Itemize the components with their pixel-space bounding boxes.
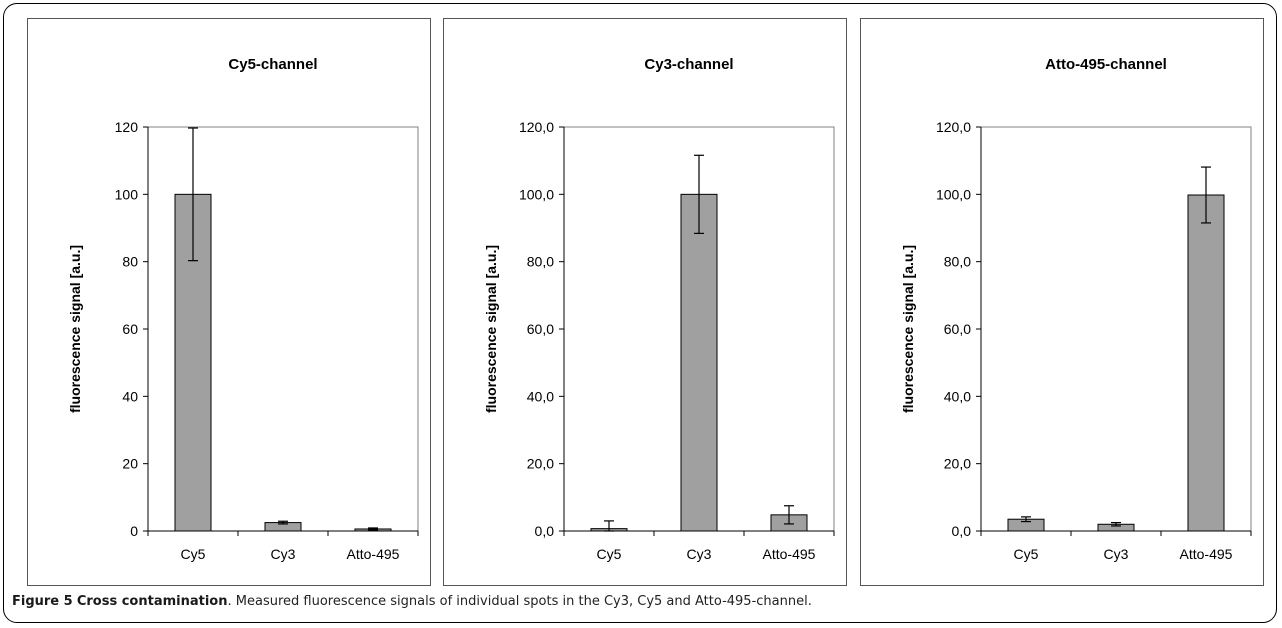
x-tick-label-cy3: Cy3 bbox=[687, 546, 712, 562]
chart-title-cy5: Cy5-channel bbox=[228, 56, 317, 73]
bar-cy3-2 bbox=[680, 193, 718, 532]
y-tick-label-atto495: 20,0 bbox=[944, 456, 971, 472]
y-axis-label-cy5: fluorescence signal [a.u.] bbox=[67, 245, 83, 413]
y-tick-label-cy3: 120,0 bbox=[519, 119, 554, 135]
chart-panel-atto495: Atto-495-channel fluorescence signal [a.u… bbox=[860, 18, 1264, 586]
chart-svg-cy5: Cy5-channel fluorescence signal [a.u.] 0 20… bbox=[67, 56, 419, 562]
y-tick-label-atto495: 80,0 bbox=[944, 254, 971, 270]
y-tick-label-cy5: 40 bbox=[122, 388, 138, 404]
chart-title-atto495: Atto-495-channel bbox=[1045, 56, 1167, 73]
y-tick-label-cy5: 100 bbox=[115, 186, 139, 202]
y-tick-label-cy5: 80 bbox=[122, 254, 138, 270]
y-tick-label-atto495: 100,0 bbox=[936, 186, 971, 202]
chart-panel-cy5: Cy5-channel fluorescence signal [a.u.] 0 20… bbox=[27, 18, 431, 586]
y-tick-label-cy3: 80,0 bbox=[527, 254, 554, 270]
x-tick-label-cy5: Cy3 bbox=[271, 546, 296, 562]
x-tick-label-cy3: Cy5 bbox=[597, 546, 622, 562]
y-tick-label-atto495: 60,0 bbox=[944, 321, 971, 337]
x-tick-label-atto495: Cy3 bbox=[1104, 546, 1129, 562]
x-tick-label-cy3: Atto-495 bbox=[763, 546, 816, 562]
x-tick-label-cy5: Atto-495 bbox=[347, 546, 400, 562]
y-tick-label-cy5: 120 bbox=[115, 119, 139, 135]
y-tick-label-atto495: 120,0 bbox=[936, 119, 971, 135]
chart-panel-cy3: Cy3-channel fluorescence signal [a.u.] 0,0… bbox=[443, 18, 847, 586]
figure-caption: Figure 5 Cross contamination. Measured f… bbox=[12, 594, 1262, 609]
x-tick-label-cy5: Cy5 bbox=[181, 546, 206, 562]
y-tick-label-cy3: 60,0 bbox=[527, 321, 554, 337]
y-tick-label-cy5: 0 bbox=[130, 523, 138, 539]
figure-caption-text: . Measured fluorescence signals of indiv… bbox=[227, 594, 812, 609]
x-tick-label-atto495: Atto-495 bbox=[1180, 546, 1233, 562]
y-axis-label-atto495: fluorescence signal [a.u.] bbox=[900, 245, 916, 413]
x-tick-label-atto495: Cy5 bbox=[1014, 546, 1039, 562]
y-tick-label-cy3: 0,0 bbox=[535, 523, 555, 539]
y-tick-label-cy5: 60 bbox=[122, 321, 138, 337]
y-tick-label-atto495: 0,0 bbox=[952, 523, 972, 539]
bar-atto495-3 bbox=[1187, 194, 1225, 532]
y-tick-label-cy3: 20,0 bbox=[527, 456, 554, 472]
y-tick-label-atto495: 40,0 bbox=[944, 388, 971, 404]
figure-frame: Cy5-channel fluorescence signal [a.u.] 0 20… bbox=[3, 3, 1277, 623]
chart-title-cy3: Cy3-channel bbox=[644, 56, 733, 73]
y-tick-label-cy5: 20 bbox=[122, 456, 138, 472]
chart-svg-atto495: Atto-495-channel fluorescence signal [a.u… bbox=[900, 56, 1252, 562]
y-tick-label-cy3: 40,0 bbox=[527, 388, 554, 404]
figure-title: Cross contamination bbox=[76, 594, 228, 609]
figure-label: Figure 5 bbox=[12, 594, 73, 609]
y-tick-label-cy3: 100,0 bbox=[519, 186, 554, 202]
chart-svg-cy3: Cy3-channel fluorescence signal [a.u.] 0,0… bbox=[483, 56, 835, 562]
y-axis-label-cy3: fluorescence signal [a.u.] bbox=[483, 245, 499, 413]
